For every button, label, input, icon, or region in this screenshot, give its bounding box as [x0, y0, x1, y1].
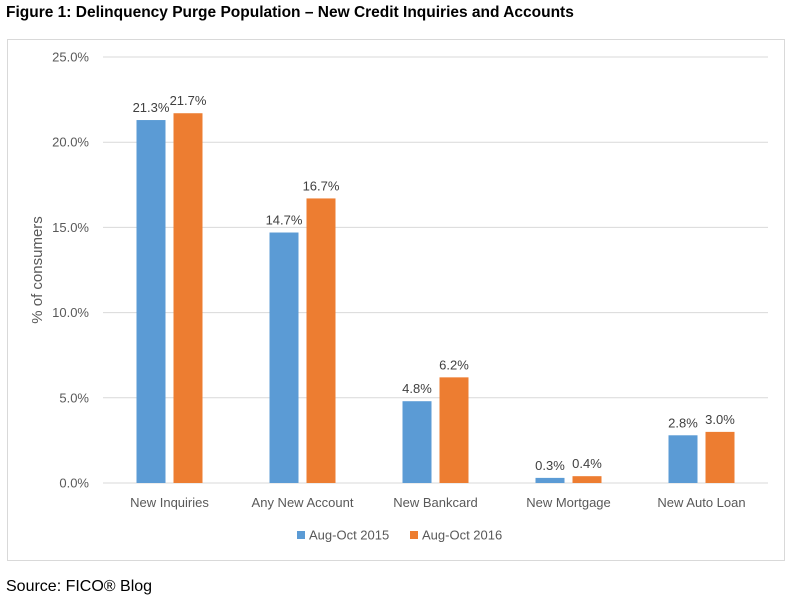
data-label: 0.4% [572, 456, 602, 471]
legend-swatch [410, 531, 418, 539]
y-tick-label: 5.0% [59, 390, 89, 405]
y-axis-title: % of consumers [29, 216, 46, 324]
x-tick-label: New Inquiries [130, 495, 209, 510]
data-label: 4.8% [402, 381, 432, 396]
y-tick-label: 20.0% [52, 135, 89, 150]
x-tick-label: New Bankcard [393, 495, 478, 510]
data-label: 6.2% [439, 357, 469, 372]
bar [572, 476, 602, 483]
bar [269, 232, 299, 483]
bar [136, 120, 166, 483]
bar [306, 198, 336, 483]
data-label: 21.3% [133, 100, 170, 115]
data-label: 2.8% [668, 415, 698, 430]
data-label: 0.3% [535, 458, 565, 473]
y-tick-label: 0.0% [59, 476, 89, 491]
data-label: 21.7% [170, 93, 207, 108]
legend-swatch [297, 531, 305, 539]
bar [705, 431, 735, 483]
chart-frame [7, 39, 785, 561]
source-note: Source: FICO® Blog [6, 578, 153, 595]
figure-title: Figure 1: Delinquency Purge Population –… [6, 4, 574, 21]
y-tick-label: 10.0% [52, 305, 89, 320]
x-tick-label: New Mortgage [526, 495, 611, 510]
x-tick-label: New Auto Loan [657, 495, 745, 510]
y-tick-label: 15.0% [52, 220, 89, 235]
data-label: 16.7% [303, 178, 340, 193]
bar [439, 377, 469, 483]
x-tick-label: Any New Account [252, 495, 354, 510]
bar [535, 477, 565, 483]
bar [668, 435, 698, 483]
bar [173, 113, 203, 484]
y-tick-label: 25.0% [52, 50, 89, 65]
bar [402, 401, 432, 483]
data-label: 14.7% [266, 213, 303, 228]
legend-label: Aug-Oct 2016 [422, 528, 502, 543]
data-label: 3.0% [705, 412, 735, 427]
legend-label: Aug-Oct 2015 [309, 528, 389, 543]
